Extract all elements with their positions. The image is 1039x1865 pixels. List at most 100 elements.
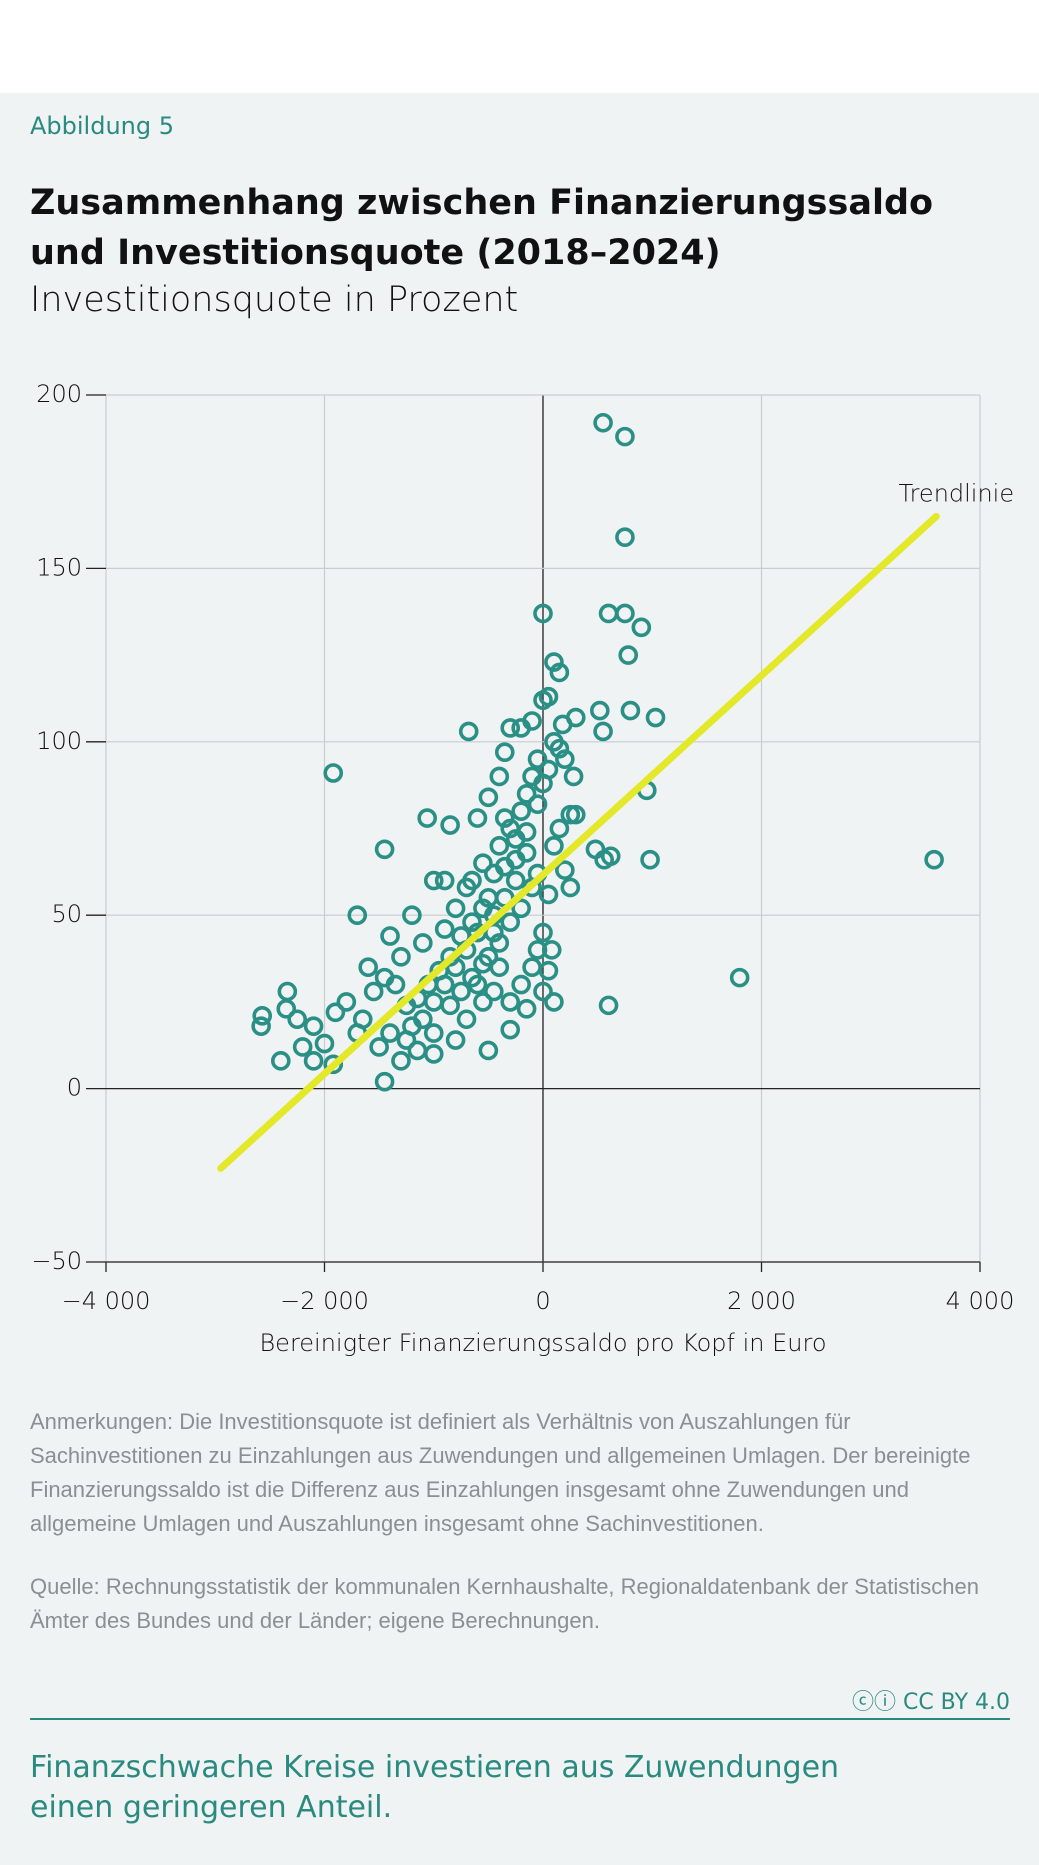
point	[527, 940, 548, 960]
point	[544, 836, 564, 856]
notes: Anmerkungen: Die Investitionsquote ist d…	[30, 1409, 971, 1536]
point	[478, 1040, 499, 1061]
x-tick-label: 4 000	[946, 1287, 1015, 1315]
point	[640, 849, 660, 870]
point	[544, 992, 564, 1012]
point	[549, 738, 570, 759]
point	[565, 804, 586, 825]
point	[251, 1016, 271, 1036]
chart-subtitle: Investitionsquote in Prozent	[30, 280, 519, 320]
point	[462, 870, 482, 891]
point	[555, 749, 575, 769]
point	[598, 995, 619, 1016]
chart-title: Zusammenhang zwischen Finanzierungssaldo…	[30, 183, 934, 273]
point	[478, 787, 499, 808]
point	[527, 794, 548, 815]
point	[396, 1030, 417, 1050]
point	[527, 749, 548, 769]
point	[380, 926, 400, 946]
trendline-label: Trendlinie	[898, 479, 1014, 507]
point	[516, 822, 537, 842]
point	[423, 1023, 444, 1043]
point	[494, 808, 515, 828]
point	[615, 426, 635, 447]
point	[500, 1019, 521, 1040]
takeaway: Finanzschwache Kreise investieren aus Zu…	[30, 1750, 840, 1825]
point	[500, 912, 521, 932]
point	[593, 412, 613, 433]
point	[560, 877, 581, 898]
point	[423, 1044, 444, 1064]
point	[500, 718, 521, 738]
point	[631, 617, 652, 638]
point	[440, 815, 460, 835]
point	[615, 527, 635, 547]
point	[533, 603, 553, 624]
point	[533, 981, 553, 1002]
x-tick-label: −2 000	[280, 1287, 369, 1315]
point	[489, 766, 510, 787]
point	[473, 992, 493, 1012]
point	[417, 808, 437, 828]
point	[645, 707, 666, 728]
point	[593, 721, 613, 742]
point	[374, 1071, 395, 1092]
x-tick-label: −4 000	[62, 1287, 151, 1315]
x-axis-label: Bereinigter Finanzierungssaldo pro Kopf …	[259, 1329, 826, 1357]
point	[391, 947, 411, 967]
point	[402, 905, 422, 926]
point	[565, 707, 586, 728]
point	[458, 721, 479, 742]
point	[434, 919, 455, 939]
y-tick-label: 0	[67, 1074, 82, 1102]
point	[270, 1051, 291, 1071]
point	[489, 933, 510, 953]
point	[434, 870, 455, 891]
point	[462, 912, 482, 932]
point	[429, 960, 450, 981]
point	[423, 992, 444, 1012]
source: Quelle: Rechnungsstatistik der kommunale…	[30, 1574, 980, 1633]
point	[323, 1054, 344, 1075]
y-tick-label: 100	[36, 727, 82, 755]
point	[538, 686, 559, 707]
y-tick-label: 150	[36, 553, 82, 581]
point	[538, 884, 559, 905]
point	[544, 652, 564, 672]
point	[374, 967, 395, 988]
point	[555, 860, 575, 880]
point	[522, 711, 542, 731]
point	[590, 700, 610, 721]
point	[336, 992, 357, 1012]
point	[615, 603, 635, 624]
point	[358, 957, 379, 978]
point	[511, 898, 531, 919]
y-tick-label: 200	[36, 380, 82, 408]
point	[363, 981, 384, 1002]
point	[563, 766, 584, 787]
point	[303, 1016, 324, 1036]
point	[451, 926, 471, 946]
point	[729, 967, 750, 988]
point	[314, 1033, 335, 1054]
figure-label: Abbildung 5	[30, 112, 175, 140]
point	[252, 1005, 273, 1026]
point	[445, 898, 466, 919]
x-tick-label: 2 000	[727, 1287, 796, 1315]
point	[456, 1009, 477, 1030]
point	[549, 818, 570, 839]
y-tick-label: 50	[51, 900, 82, 928]
point	[598, 603, 619, 624]
point	[276, 999, 297, 1019]
point	[277, 981, 298, 1002]
point	[473, 953, 493, 974]
y-tick-label: −50	[31, 1247, 82, 1275]
point	[505, 849, 526, 870]
point	[440, 947, 460, 967]
license: ⓒⓘ CC BY 4.0	[851, 1690, 1010, 1715]
point	[549, 662, 570, 683]
point	[585, 839, 606, 860]
point	[473, 853, 493, 873]
point	[505, 870, 526, 891]
